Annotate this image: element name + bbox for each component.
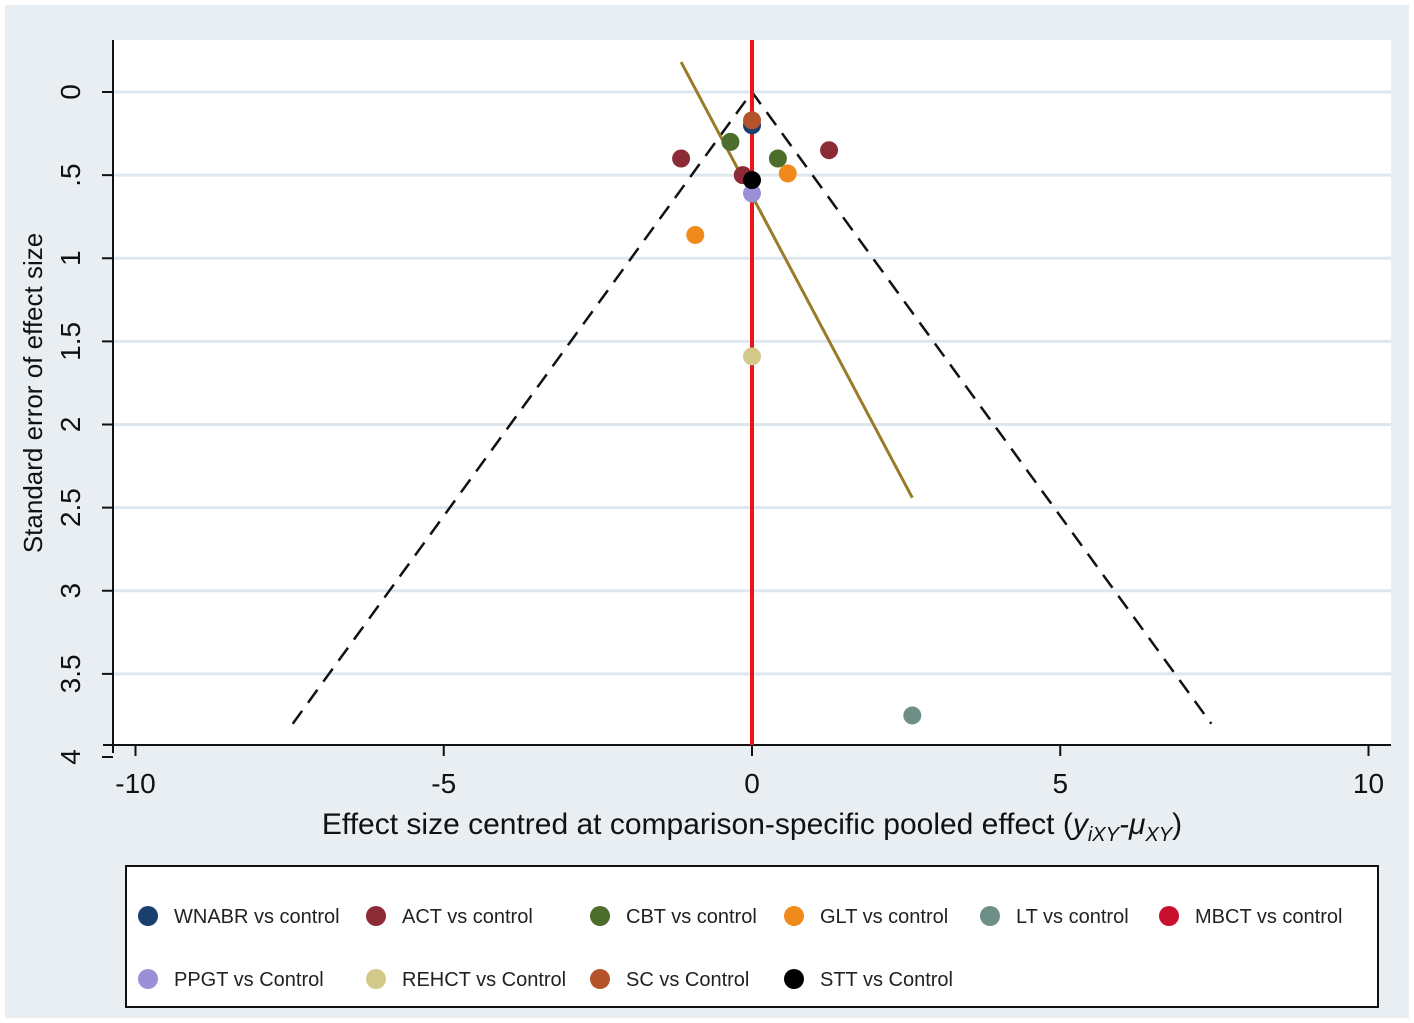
y-tick-label: 4 — [55, 749, 86, 765]
y-tick-label: 1.5 — [55, 322, 86, 361]
legend-label: SC vs Control — [626, 969, 749, 991]
data-point — [820, 141, 839, 160]
y-tick-label: 3 — [55, 583, 86, 599]
data-point — [743, 347, 761, 366]
legend: WNABR vs control ACT vs control CBT vs con… — [138, 906, 1342, 991]
legend-box — [125, 865, 1379, 1008]
legend-marker — [590, 969, 610, 989]
x-tick-label: -10 — [115, 768, 155, 799]
legend-marker — [138, 969, 158, 989]
x-tick-label: -5 — [431, 768, 456, 799]
legend-marker — [784, 969, 804, 989]
legend-marker — [366, 969, 386, 989]
x-tick-label: 10 — [1353, 768, 1384, 799]
y-tick-label: 1 — [55, 250, 86, 266]
x-tick-label: 5 — [1052, 768, 1068, 799]
data-point — [768, 149, 787, 168]
legend-label: MBCT vs control — [1195, 906, 1342, 928]
fitted-regression-line — [679, 61, 914, 499]
data-point — [743, 184, 761, 203]
data-point — [672, 149, 691, 168]
legend-marker — [138, 906, 158, 926]
x-axis-title: Effect size centred at comparison-specif… — [322, 808, 1182, 846]
legend-label: REHCT vs Control — [402, 969, 566, 991]
y-tick-label: 2.5 — [55, 488, 86, 527]
y-tick-label: 2 — [55, 417, 86, 433]
data-point — [778, 164, 797, 183]
data-point — [743, 171, 761, 190]
legend-marker — [1159, 906, 1179, 926]
y-tick-label: 0 — [55, 84, 86, 100]
reference-lines — [291, 40, 1213, 745]
x-tick-label: 0 — [744, 768, 760, 799]
data-point — [686, 225, 705, 244]
legend-label: ACT vs control — [402, 906, 533, 928]
legend-label: PPGT vs Control — [174, 969, 324, 991]
data-points — [672, 111, 922, 725]
legend-label: STT vs Control — [820, 969, 953, 991]
y-tick-label: .5 — [55, 163, 86, 186]
axes: 0 .5 1 1.5 2 2.5 3 3.5 4 -10 -5 0 5 10 — [55, 40, 1391, 799]
legend-marker — [784, 906, 804, 926]
legend-label: GLT vs control — [820, 906, 948, 928]
data-point — [903, 706, 922, 725]
y-tick-label: 3.5 — [55, 654, 86, 693]
legend-label: CBT vs control — [626, 906, 757, 928]
legend-marker — [366, 906, 386, 926]
legend-marker — [980, 906, 1000, 926]
y-axis-title: Standard error of effect size — [18, 233, 48, 553]
legend-label: LT vs control — [1016, 906, 1129, 928]
data-point — [743, 111, 761, 130]
legend-label: WNABR vs control — [174, 906, 340, 928]
legend-marker — [590, 906, 610, 926]
data-point — [721, 132, 740, 151]
